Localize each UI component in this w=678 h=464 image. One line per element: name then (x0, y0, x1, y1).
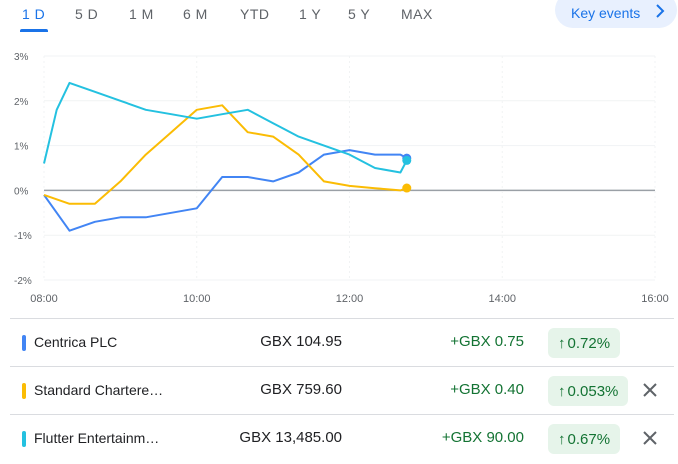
y-tick-label: 0% (14, 186, 29, 197)
stock-change: +GBX 0.75 (450, 333, 524, 350)
stock-name: Flutter Entertainm… (34, 430, 160, 446)
x-tick-label: 08:00 (30, 293, 58, 305)
arrow-up-icon: ↑ (558, 430, 566, 448)
stock-name: Centrica PLC (34, 334, 118, 350)
x-tick-label: 14:00 (488, 293, 516, 305)
active-tab-indicator (20, 29, 48, 32)
stock-price: GBX 13,485.00 (239, 429, 342, 446)
tab-1d[interactable]: 1 D (22, 6, 46, 22)
x-tick-label: 10:00 (183, 293, 211, 305)
percent-change-badge: ↑ 0.67% (548, 424, 621, 454)
list-item-flutter[interactable]: Flutter Entertainm… GBX 13,485.00 +GBX 9… (10, 414, 674, 463)
percent-change: 0.053% (567, 382, 619, 400)
percent-change: 0.67% (567, 430, 611, 448)
stock-change: +GBX 90.00 (441, 429, 524, 446)
key-events-label: Key events (571, 5, 641, 21)
chevron-right-icon (653, 2, 667, 25)
tab-5d[interactable]: 5 D (75, 6, 99, 22)
chart-svg: 3% 2% 1% 0% -1% -2% 08:00 10:00 12:00 14:00 16:00 (14, 52, 669, 305)
stock-price: GBX 104.95 (260, 333, 342, 350)
stock-price: GBX 759.60 (260, 381, 342, 398)
series-line (43, 81, 408, 174)
series-color-bar (22, 383, 26, 399)
tab-5y[interactable]: 5 Y (348, 6, 371, 22)
close-icon[interactable] (640, 428, 660, 453)
stock-name: Standard Chartere… (34, 382, 164, 398)
key-events-button[interactable]: Key events (555, 0, 677, 28)
tab-ytd[interactable]: YTD (240, 6, 270, 22)
arrow-up-icon: ↑ (558, 382, 566, 400)
x-tick-label: 16:00 (641, 293, 669, 305)
y-tick-label: -1% (14, 231, 32, 242)
tab-1y[interactable]: 1 Y (299, 6, 322, 22)
close-icon[interactable] (640, 380, 660, 405)
y-tick-label: -2% (14, 276, 32, 287)
stock-change: +GBX 0.40 (450, 381, 524, 398)
series-color-bar (22, 431, 26, 447)
series-end-point (402, 183, 412, 193)
percent-change: 0.72% (567, 334, 611, 352)
percent-change-badge: ↑ 0.053% (548, 376, 629, 406)
percent-change-badge: ↑ 0.72% (548, 328, 621, 358)
list-item-standard-chartered[interactable]: Standard Chartere… GBX 759.60 +GBX 0.40 … (10, 366, 674, 415)
tab-6m[interactable]: 6 M (183, 6, 208, 22)
series-color-bar (22, 335, 26, 351)
list-item-centrica[interactable]: Centrica PLC GBX 104.95 +GBX 0.75 ↑ 0.72% (10, 318, 674, 367)
tab-1m[interactable]: 1 M (129, 6, 154, 22)
series-end-point (402, 155, 412, 165)
time-range-tabs: 1 D 5 D 1 M 6 M YTD 1 Y 5 Y MAX (0, 0, 678, 32)
series-line (43, 104, 408, 205)
x-tick-label: 12:00 (336, 293, 364, 305)
arrow-up-icon: ↑ (558, 334, 566, 352)
tab-max[interactable]: MAX (401, 6, 433, 22)
y-tick-label: 2% (14, 97, 29, 108)
series-line (43, 149, 408, 232)
y-tick-label: 3% (14, 52, 29, 63)
y-tick-label: 1% (14, 142, 29, 153)
price-chart: 3% 2% 1% 0% -1% -2% 08:00 10:00 12:00 14:00 16:00 (0, 40, 678, 310)
